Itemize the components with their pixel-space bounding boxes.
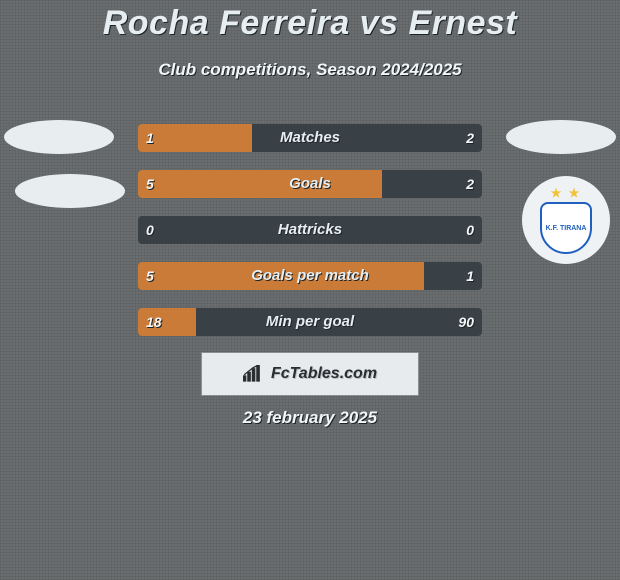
brand-text: FcTables.com FcTables.com bbox=[271, 365, 377, 383]
stat-row: 5511Goals per matchGoals per match bbox=[138, 262, 482, 290]
subtitle: Club competitions, Season 2024/2025 Club… bbox=[0, 60, 620, 80]
stat-label: Min per goalMin per goal bbox=[138, 308, 482, 336]
stat-label: HattricksHattricks bbox=[138, 216, 482, 244]
comparison-infographic: Rocha Ferreira vs Ernest Rocha Ferreira … bbox=[0, 0, 620, 580]
stat-bars: 1122MatchesMatches 5522GoalsGoals 0000Hatt… bbox=[138, 124, 482, 354]
crest-stars-icon: ★ ★ bbox=[551, 186, 582, 200]
stat-label: GoalsGoals bbox=[138, 170, 482, 198]
title-text: Rocha Ferreira vs Ernest bbox=[103, 4, 518, 42]
left-player-badge-2 bbox=[15, 174, 125, 208]
stat-label: Goals per matchGoals per match bbox=[138, 262, 482, 290]
right-club-crest: ★ ★ K.F. TIRANA bbox=[522, 176, 610, 264]
stat-row: 18189090Min per goalMin per goal bbox=[138, 308, 482, 336]
stat-row: 5522GoalsGoals bbox=[138, 170, 482, 198]
stat-label: MatchesMatches bbox=[138, 124, 482, 152]
page-title: Rocha Ferreira vs Ernest Rocha Ferreira … bbox=[0, 4, 620, 43]
brand-box: FcTables.com FcTables.com bbox=[201, 352, 419, 396]
right-player-badge-1 bbox=[506, 120, 616, 154]
stat-row: 1122MatchesMatches bbox=[138, 124, 482, 152]
left-player-badge-1 bbox=[4, 120, 114, 154]
footer-date: 23 february 2025 23 february 2025 bbox=[0, 408, 620, 428]
stat-row: 0000HattricksHattricks bbox=[138, 216, 482, 244]
crest-shield-icon: K.F. TIRANA bbox=[540, 202, 592, 254]
bars-icon bbox=[243, 365, 265, 383]
